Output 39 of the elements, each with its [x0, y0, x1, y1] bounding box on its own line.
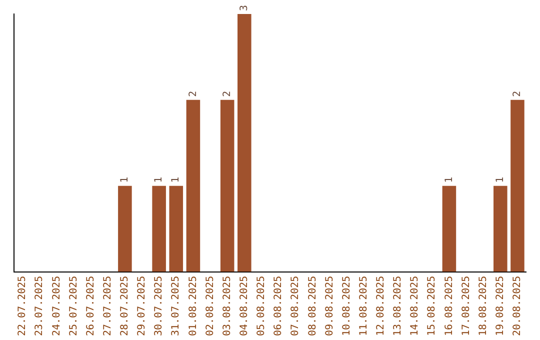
- data-label: 2: [222, 90, 233, 97]
- x-tick-label: 08.08.2025: [307, 276, 318, 336]
- data-label: 3: [238, 4, 250, 11]
- x-tick-label: 17.08.2025: [460, 276, 472, 336]
- data-label: 1: [120, 176, 131, 183]
- x-tick-label: 15.08.2025: [426, 276, 438, 336]
- x-tick-label: 18.08.2025: [478, 276, 489, 336]
- x-tick-label: 25.07.2025: [68, 276, 80, 336]
- x-tick-label: 23.07.2025: [34, 276, 46, 336]
- data-label: 1: [444, 176, 455, 183]
- x-tick-label: 22.07.2025: [17, 276, 28, 336]
- data-label: 1: [154, 176, 165, 183]
- x-tick-label: 12.08.2025: [376, 276, 387, 336]
- data-label: 1: [494, 176, 506, 183]
- x-tick-label: 31.07.2025: [170, 276, 182, 336]
- data-label: 2: [512, 90, 524, 97]
- x-tick-label: 26.07.2025: [85, 276, 96, 336]
- data-label: 1: [170, 176, 182, 183]
- x-tick-label: 10.08.2025: [341, 276, 352, 336]
- x-tick-label: 02.08.2025: [204, 276, 216, 336]
- x-tick-label: 27.07.2025: [102, 276, 114, 336]
- x-tick-label: 16.08.2025: [444, 276, 455, 336]
- x-tick-label: 01.08.2025: [188, 276, 199, 336]
- x-tick-label: 14.08.2025: [410, 276, 421, 336]
- x-tick-label: 29.07.2025: [136, 276, 148, 336]
- x-tick-label: 11.08.2025: [358, 276, 370, 336]
- x-tick-label: 07.08.2025: [290, 276, 302, 336]
- x-tick-label: 19.08.2025: [494, 276, 506, 336]
- x-tick-label: 03.08.2025: [222, 276, 233, 336]
- x-tick-label: 04.08.2025: [238, 276, 250, 336]
- x-tick-label: 13.08.2025: [392, 276, 404, 336]
- x-tick-label: 09.08.2025: [324, 276, 336, 336]
- x-tick-label: 24.07.2025: [51, 276, 62, 336]
- x-tick-label: 05.08.2025: [256, 276, 268, 336]
- x-tick-label: 20.08.2025: [512, 276, 524, 336]
- data-label: 2: [188, 90, 199, 97]
- x-tick-label: 06.08.2025: [273, 276, 284, 336]
- x-tick-label: 28.07.2025: [120, 276, 131, 336]
- x-tick-label: 30.07.2025: [154, 276, 165, 336]
